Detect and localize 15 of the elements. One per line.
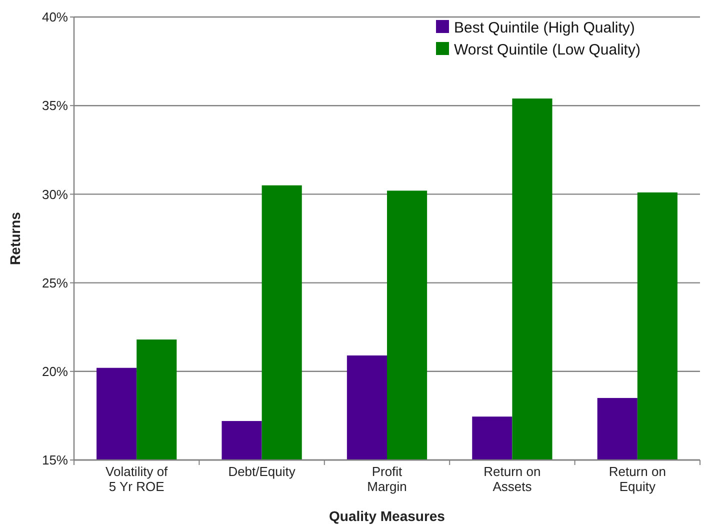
y-tick-label: 20% (42, 364, 68, 379)
x-tick-label: Profit Margin (367, 464, 407, 494)
y-tick-label: 30% (42, 186, 68, 202)
y-tick-label: 25% (42, 275, 68, 290)
x-tick-label: Debt/Equity (228, 464, 296, 479)
y-tick-label: 35% (42, 98, 68, 114)
x-axis-title: Quality Measures (329, 508, 446, 524)
y-tick-label: 40% (42, 10, 68, 25)
y-tick-label: 15% (42, 452, 68, 468)
legend-label: Worst Quintile (Low Quality) (454, 41, 640, 58)
y-axis-title: Returns (7, 212, 23, 265)
legend-label: Best Quintile (High Quality) (454, 19, 635, 36)
x-tick-label: Return on Assets (484, 464, 541, 494)
x-tick-label: Return on Equity (608, 464, 666, 494)
x-tick-label: Volatility of 5 Yr ROE (106, 464, 168, 494)
